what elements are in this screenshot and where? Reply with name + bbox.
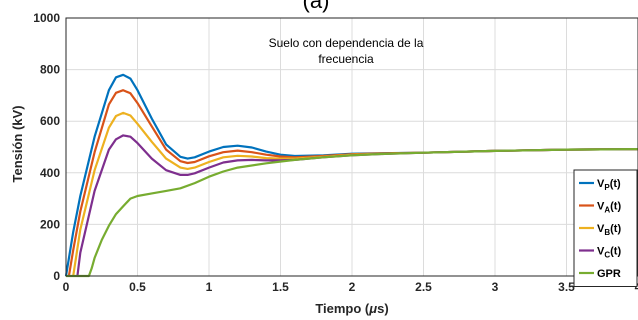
x-tick-label: 1 — [206, 280, 213, 294]
y-tick-label: 200 — [40, 217, 60, 231]
x-tick-label: 1.5 — [272, 280, 289, 294]
x-tick-label: 2 — [349, 280, 356, 294]
annotation-line-2: frecuencia — [318, 52, 374, 66]
chart-title: (a) — [303, 0, 330, 13]
x-tick-label: 0.5 — [129, 280, 146, 294]
y-tick-label: 1000 — [33, 11, 60, 25]
y-tick-labels: 0 200 400 600 800 1000 — [33, 11, 60, 283]
series-line-vc — [76, 134, 638, 277]
y-axis-label: Tensión (kV) — [10, 105, 25, 182]
series-line-gpr — [66, 148, 638, 278]
x-tick-label: 3.5 — [558, 280, 575, 294]
plot-area-frame — [65, 17, 638, 277]
y-tick-label: 800 — [40, 63, 60, 77]
series-line-va — [67, 89, 638, 277]
legend-label: VB(t) — [597, 223, 621, 237]
y-tick-label: 0 — [53, 269, 60, 283]
legend: VP(t) VA(t) VB(t) VC(t) GPR — [573, 169, 638, 287]
legend-label: VP(t) — [597, 178, 621, 192]
x-tick-label: 3 — [492, 280, 499, 294]
y-tick-label: 400 — [40, 166, 60, 180]
legend-label: VC(t) — [597, 246, 621, 260]
legend-label: GPR — [597, 268, 621, 280]
x-tick-labels: 00.511.522.533.54 — [63, 280, 638, 294]
series-lines — [64, 73, 638, 278]
legend-label: VA(t) — [597, 201, 621, 215]
annotation-line-1: Suelo con dependencia de la — [269, 36, 424, 50]
x-axis-label: Tiempo (μs) — [315, 301, 388, 316]
x-tick-label: 0 — [63, 280, 70, 294]
y-tick-label: 600 — [40, 114, 60, 128]
x-tick-label: 2.5 — [415, 280, 432, 294]
